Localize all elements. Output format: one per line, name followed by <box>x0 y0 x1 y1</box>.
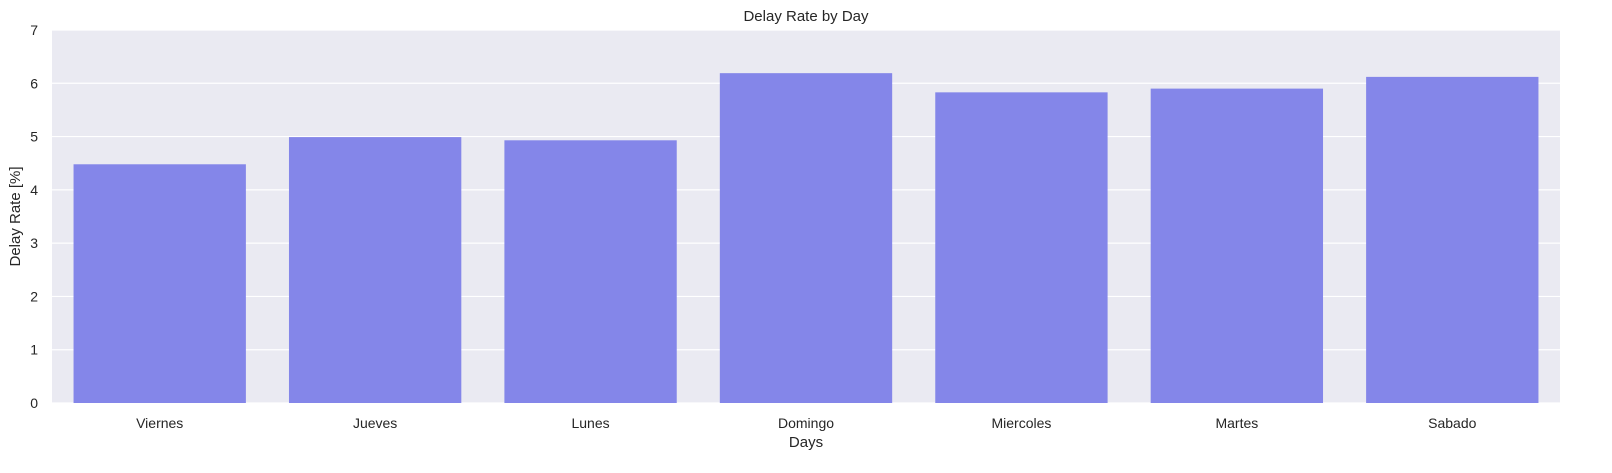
bar-miercoles <box>935 92 1108 403</box>
x-axis-title: Days <box>789 434 823 451</box>
y-tick-label: 6 <box>30 75 38 91</box>
y-tick-label: 2 <box>30 288 38 304</box>
bar-viernes <box>73 164 246 403</box>
y-tick-labels: 0 1 2 3 4 5 6 7 <box>30 22 38 411</box>
x-tick-label: Miercoles <box>991 415 1051 431</box>
bar-sabado <box>1366 76 1539 404</box>
y-tick-label: 5 <box>30 129 38 145</box>
bar-lunes <box>504 140 677 403</box>
x-tick-label: Viernes <box>136 415 183 431</box>
x-tick-labels: Viernes Jueves Lunes Domingo Miercoles Martes… <box>136 415 1477 431</box>
x-tick-label: Martes <box>1215 415 1258 431</box>
x-tick-label: Domingo <box>778 415 834 431</box>
y-tick-label: 1 <box>30 342 38 358</box>
y-tick-label: 7 <box>30 22 38 38</box>
y-tick-label: 3 <box>30 235 38 251</box>
bar-jueves <box>288 137 462 403</box>
x-tick-label: Jueves <box>353 415 397 431</box>
bar-domingo <box>719 73 893 403</box>
bar-martes <box>1150 88 1324 403</box>
x-tick-label: Lunes <box>571 415 609 431</box>
y-axis-title: Delay Rate [%] <box>7 166 24 266</box>
x-tick-label: Sabado <box>1428 415 1476 431</box>
bars <box>73 73 1539 404</box>
chart-title: Delay Rate by Day <box>743 8 869 25</box>
y-tick-label: 0 <box>30 395 38 411</box>
y-tick-label: 4 <box>30 182 38 198</box>
